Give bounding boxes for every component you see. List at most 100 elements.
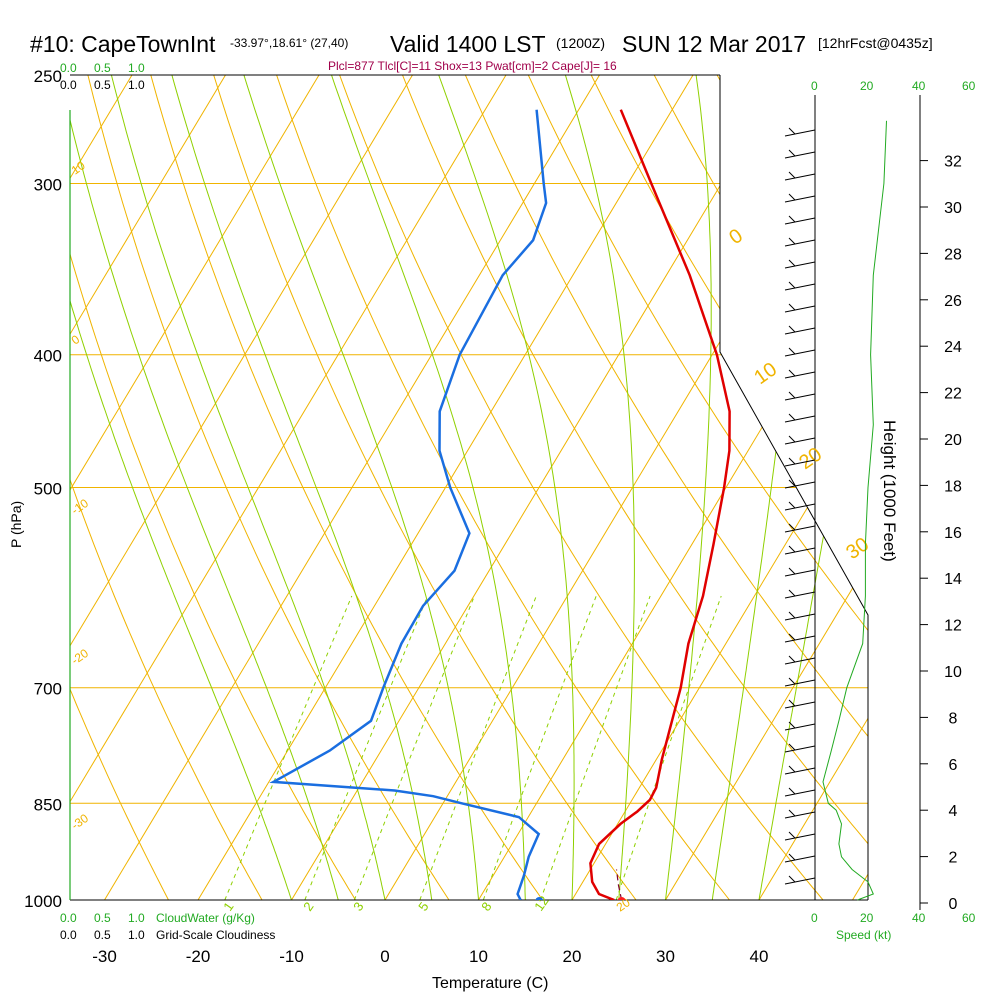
wind-barbs (784, 127, 816, 885)
speed-tick-top-60: 60 (962, 79, 976, 93)
height-tick-16: 16 (944, 525, 962, 542)
wind-barb-feather (788, 699, 796, 707)
mixing-ratio-line (419, 595, 537, 900)
wind-barb (784, 283, 816, 291)
wind-barb (784, 701, 816, 709)
isotherm-label: -30 (69, 811, 92, 833)
temperature-tick-40: 40 (750, 947, 769, 966)
wind-barb (784, 679, 816, 687)
wind-barb-feather (788, 193, 796, 201)
wind-barb (784, 305, 816, 313)
wind-barb (784, 349, 816, 357)
cloudiness-tick-bot-0: 0.0 (60, 928, 77, 942)
height-tick-24: 24 (944, 339, 962, 356)
wind-barb (784, 767, 816, 775)
wind-barb-feather (788, 149, 796, 157)
x-axis-title: Temperature (C) (432, 975, 548, 992)
wind-barb (784, 547, 816, 555)
isotherm-label: 20 (795, 443, 826, 474)
cloudiness-tick-top-0: 0.0 (60, 78, 77, 92)
wind-barb-feather (788, 523, 796, 531)
wind-barb-feather (788, 853, 796, 861)
height-tick-12: 12 (944, 618, 962, 635)
height-tick-20: 20 (944, 432, 962, 449)
isotherm-label: 10 (750, 358, 781, 389)
dry-adiabat (276, 75, 730, 900)
wind-barb (784, 503, 816, 511)
mixing-ratio-label: 12 (531, 893, 552, 913)
wind-barb-feather (788, 743, 796, 751)
wind-barb (784, 151, 816, 159)
isotherm--10 (291, 75, 787, 900)
temperature-tick-0: 0 (380, 947, 389, 966)
mixing-ratio-line (353, 595, 475, 900)
temperature-tick--30: -30 (92, 947, 117, 966)
wind-barb-feather (788, 589, 796, 597)
height-tick-30: 30 (944, 200, 962, 217)
surface-temperature-marker (617, 897, 626, 900)
isotherm-40 (758, 75, 868, 900)
parcel-line (615, 869, 623, 900)
wind-barb-feather (788, 171, 796, 179)
dry-adiabat (70, 75, 263, 900)
wind-barb (784, 657, 816, 665)
wind-barb (784, 415, 816, 423)
wind-barb-feather (788, 611, 796, 619)
mixing-ratio-line (615, 595, 722, 900)
wind-barb (784, 811, 816, 819)
isotherm-label: -10 (69, 496, 92, 518)
pressure-tick-300: 300 (34, 176, 62, 195)
cloudwater-tick-top-1: 0.5 (94, 61, 111, 75)
wind-barb-feather (788, 215, 796, 223)
station-coords: -33.97°,18.61° (27,40) (230, 36, 348, 50)
moist-adiabat (171, 75, 433, 900)
dry-adiabat (150, 75, 543, 900)
cloudwater-tick-bot-2: 1.0 (128, 911, 145, 925)
wind-barb (784, 393, 816, 401)
height-tick-0: 0 (949, 896, 958, 913)
cloudwater-tick-bot-0: 0.0 (60, 911, 77, 925)
cloudiness-tick-bot-2: 1.0 (128, 928, 145, 942)
temperature-line (589, 109, 731, 900)
wind-barb-feather (788, 501, 796, 509)
temperature-tick--20: -20 (186, 947, 211, 966)
moist-adiabat (70, 75, 339, 900)
dry-adiabat (527, 75, 868, 900)
height-tick-4: 4 (949, 803, 958, 820)
wind-barb-feather (788, 809, 796, 817)
cloudiness-tick-top-2: 1.0 (128, 78, 145, 92)
wind-barb-feather (788, 787, 796, 795)
cloudwater-tick-top-2: 1.0 (128, 61, 145, 75)
date-label: SUN 12 Mar 2017 (622, 31, 806, 57)
isotherm-label: 30 (842, 533, 873, 564)
wind-barb-feather (788, 721, 796, 729)
dry-adiabat (213, 75, 637, 900)
mixing-ratio-label: 2 (300, 899, 316, 914)
wind-barb (784, 613, 816, 621)
wind-barb-feather (788, 435, 796, 443)
mixing-ratio-label: 5 (415, 899, 431, 914)
temperature-tick-20: 20 (563, 947, 582, 966)
wind-barb-feather (788, 127, 796, 135)
speed-tick-bot-60: 60 (962, 911, 976, 925)
mixing-ratio-line (540, 595, 651, 900)
mixing-ratio-label: 3 (350, 899, 366, 914)
wind-barb-feather (788, 479, 796, 487)
mixing-ratio-line (482, 595, 597, 900)
wind-barb (784, 261, 816, 269)
pressure-axis: 250 300 400 500 700 850 1000 (24, 67, 62, 911)
wind-barb (784, 371, 816, 379)
wind-barb (784, 459, 816, 467)
wind-barb-feather (788, 413, 796, 421)
wind-barb-feather (788, 875, 796, 883)
moist-adiabat (438, 75, 575, 900)
wind-barb-feather (788, 633, 796, 641)
plot-frame (69, 74, 921, 910)
dry-adiabat (87, 75, 450, 900)
wind-speed-trace (822, 120, 887, 901)
dry-adiabat (464, 75, 868, 900)
cloudiness-tick-bot-1: 0.5 (94, 928, 111, 942)
cloudwater-label: CloudWater (g/Kg) (156, 911, 255, 925)
